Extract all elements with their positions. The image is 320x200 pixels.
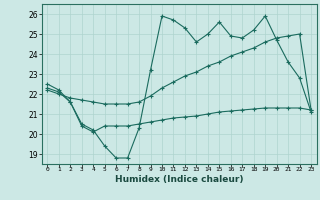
X-axis label: Humidex (Indice chaleur): Humidex (Indice chaleur) [115,175,244,184]
